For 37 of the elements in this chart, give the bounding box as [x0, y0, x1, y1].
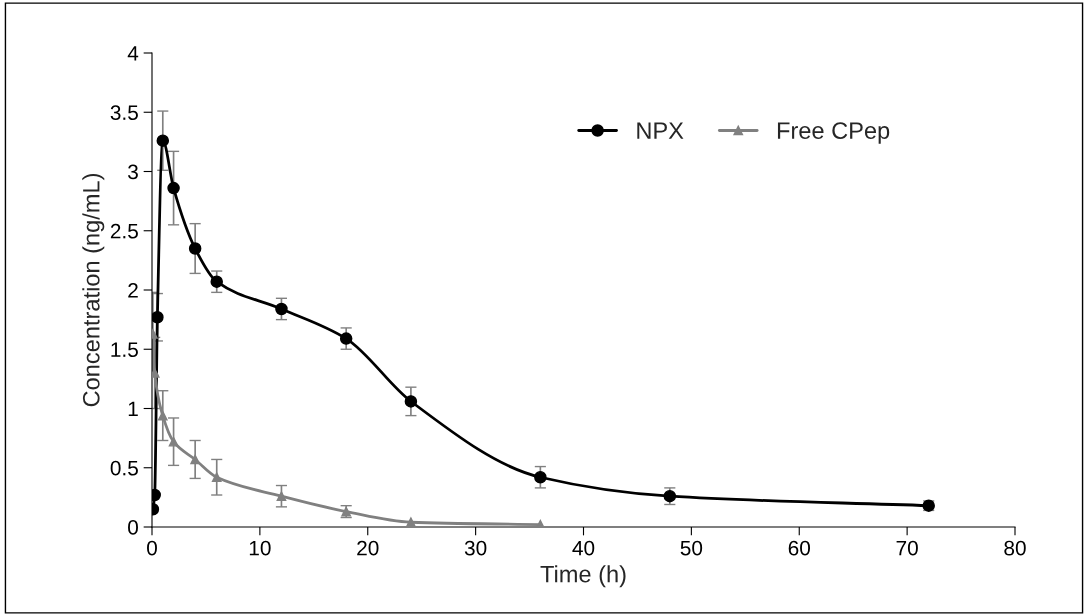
y-tick-label: 0 [128, 520, 138, 535]
x-tick-label: 70 [896, 540, 918, 556]
y-tick-label: 1 [128, 401, 138, 417]
point [406, 517, 416, 527]
x-tick-label: 10 [249, 540, 271, 556]
y-tick-label: 2.5 [110, 223, 138, 239]
x-tick-label: 20 [357, 540, 379, 556]
x-tick-label: 40 [572, 540, 595, 556]
y-tick-label: 3.5 [110, 105, 138, 120]
point [211, 472, 222, 483]
point [190, 454, 201, 465]
x-axis-title: Time (h) [540, 565, 626, 588]
point [210, 275, 223, 288]
point [188, 242, 202, 255]
point [168, 436, 179, 447]
y-tick-label: 1.5 [111, 342, 138, 357]
y-tick-label: 0.5 [110, 460, 138, 476]
point [276, 491, 287, 502]
y-tick-label: 4 [127, 46, 139, 61]
point [167, 181, 180, 195]
y-tick-label: 3 [128, 164, 138, 180]
x-tick-label: 30 [464, 540, 487, 556]
x-tick-label: 50 [680, 540, 703, 556]
point [534, 470, 547, 484]
y-axis-title: Concentration (ng/mL) [82, 174, 105, 407]
x-tick-label: 80 [1004, 540, 1026, 556]
legend-label: Free CPep [777, 122, 890, 144]
legend-label: NPX [637, 122, 684, 139]
point [275, 302, 288, 316]
point [156, 134, 170, 147]
y-tick-label: 2 [128, 283, 138, 298]
x-tick-label: 0 [147, 540, 157, 556]
point [152, 311, 164, 324]
point [157, 410, 168, 421]
x-tick-label: 60 [788, 540, 811, 556]
point [404, 395, 418, 408]
point [339, 332, 353, 345]
